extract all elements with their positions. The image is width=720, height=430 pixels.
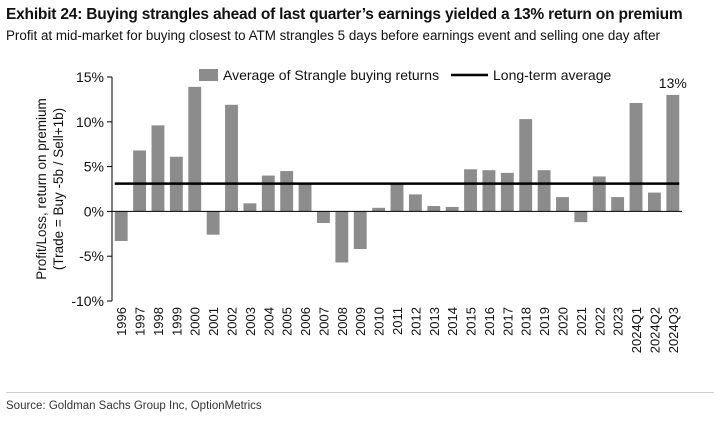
bar-2007: [317, 211, 330, 224]
x-tick-label: 2010: [372, 307, 387, 336]
bar-2024Q2: [647, 192, 661, 212]
bar-2013: [427, 206, 441, 212]
x-tick-label: 2023: [611, 307, 626, 336]
x-tick-label: 2020: [555, 307, 570, 336]
x-tick-label: 2000: [188, 307, 203, 336]
x-tick-label: 2024Q1: [629, 307, 644, 353]
x-tick-label: 2012: [408, 307, 423, 336]
bar-1997: [133, 150, 147, 212]
bar-2000: [188, 86, 202, 212]
bar-2014: [445, 206, 459, 212]
x-tick-label: 2022: [592, 307, 607, 336]
x-tick-label: 1997: [133, 307, 148, 336]
bar-2001: [206, 211, 220, 235]
chart-subtitle: Profit at mid-market for buying closest …: [6, 28, 660, 43]
x-tick-label: 2013: [427, 307, 442, 336]
x-tick-label: 1996: [114, 307, 129, 336]
legend-swatch-bars: [199, 69, 218, 81]
bar-2015: [464, 169, 477, 212]
bar-2019: [537, 170, 551, 212]
x-tick-label: 2007: [316, 307, 331, 336]
bar-2017: [500, 172, 514, 212]
bar-2018: [519, 119, 533, 212]
x-tick-label: 2004: [261, 307, 276, 336]
bar-2011: [390, 182, 404, 212]
y-tick-label: -10%: [71, 293, 104, 309]
y-tick-label: 5%: [84, 159, 104, 175]
bar-2016: [482, 170, 496, 212]
chart: -10% -5% 0% 5% 10% 15% Profit/Loss, return on …: [34, 67, 687, 353]
bar-2024Q1: [629, 102, 643, 212]
x-tick-label: 2008: [335, 307, 350, 336]
x-tick-label: 2018: [519, 307, 534, 336]
bar-2004: [261, 175, 275, 212]
x-tick-label: 2016: [482, 307, 497, 336]
annotation-label: 13%: [659, 75, 687, 91]
x-tick-label: 2015: [464, 307, 479, 336]
y-axis-title: Profit/Loss, return on premium: [34, 98, 49, 280]
y-tick-label: 0%: [84, 203, 104, 219]
y-tick-label: -5%: [79, 248, 104, 264]
x-tick-label: 2002: [225, 307, 240, 336]
x-tick-label: 2001: [206, 307, 221, 336]
bar-2020: [556, 197, 569, 212]
source-note: Source: Goldman Sachs Group Inc, OptionM…: [6, 400, 262, 412]
x-tick-label: 2009: [353, 307, 368, 336]
legend-label-bars: Average of Strangle buying returns: [223, 67, 439, 83]
bar-2024Q3: [666, 94, 680, 212]
x-tick-label: 2003: [243, 307, 258, 336]
chart-title: Exhibit 24: Buying strangles ahead of la…: [6, 6, 683, 23]
bar-2003: [243, 203, 257, 212]
bar-2009: [353, 211, 367, 250]
bar-2002: [225, 104, 238, 212]
bar-2022: [592, 176, 606, 212]
x-tick-label: 2024Q3: [666, 307, 681, 353]
bar-2006: [298, 184, 312, 212]
bar-1996: [114, 211, 128, 241]
x-tick-label: 2006: [298, 307, 313, 336]
footer-divider: [6, 392, 714, 393]
y-tick-label: 10%: [76, 114, 104, 130]
bar-2023: [611, 197, 625, 212]
y-axis-title: (Trade = Buy -5b / Sell+1b): [51, 108, 66, 270]
bar-2010: [372, 207, 386, 212]
bar-2005: [280, 171, 294, 212]
legend-label-average: Long-term average: [493, 67, 612, 83]
bar-2012: [408, 194, 422, 212]
x-tick-label: 2024Q2: [647, 307, 662, 353]
x-tick-label: 2017: [500, 307, 515, 336]
bar-2021: [574, 211, 588, 223]
x-tick-label: 1998: [151, 307, 166, 336]
x-tick-label: 2005: [280, 307, 295, 336]
bar-1998: [151, 125, 165, 212]
x-tick-label: 2011: [390, 307, 405, 335]
x-tick-label: 2021: [574, 307, 589, 336]
x-tick-label: 2019: [537, 307, 552, 336]
bar-2008: [335, 211, 349, 263]
y-tick-label: 15%: [76, 69, 104, 85]
x-tick-label: 1999: [169, 307, 184, 336]
x-tick-label: 2014: [445, 307, 460, 336]
